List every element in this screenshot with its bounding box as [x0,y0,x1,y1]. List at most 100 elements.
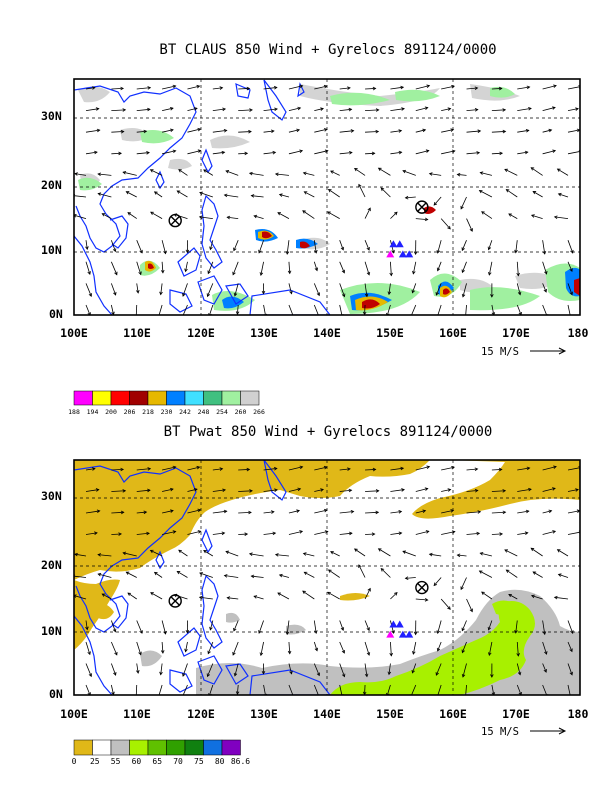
wind-arrow [158,684,163,695]
wind-arrow [479,171,492,176]
wind-arrow [85,663,93,678]
wind-arrow [364,207,371,219]
wind-arrow [233,240,239,252]
wind-arrow [85,261,91,275]
wind-arrow [353,548,366,557]
wind-arrow [365,489,380,493]
wind-arrow [288,465,304,471]
wind-arrow [209,620,214,631]
wind-arrow [339,150,353,155]
lat-label-10n: 10N [41,624,62,638]
wind-arrow [490,283,494,298]
wind-arrow [532,571,543,578]
colorbar-swatch [92,390,112,406]
wind-arrow [441,107,452,111]
wind-arrow [302,171,315,176]
wind-arrow [339,641,346,654]
wind-arrow [415,509,427,514]
wind-arrow [389,641,393,657]
lon-label-170e: 170E [502,326,530,340]
colorbar-swatch [203,390,223,406]
map-frame [73,78,581,316]
wind-arrow [390,150,403,155]
wind-arrow [478,190,493,198]
wind-arrow [327,211,340,219]
wind-arrow [178,169,188,176]
wind-arrow [232,261,239,276]
wind-arrow [390,510,403,514]
triangle-marker-icon [386,630,395,638]
wind-arrow [258,240,264,254]
lon-label-120e: 120E [187,707,215,721]
wind-arrow [479,551,492,557]
wind-arrow [134,684,138,695]
lat-label-10n: 10N [41,243,62,257]
colorbar-label: 260 [235,408,247,416]
gyre-marker-icon [168,213,182,228]
wind-arrow [187,149,202,155]
wind-arrow [288,84,304,90]
wind-arrow [440,598,451,610]
wind-arrow [212,509,228,514]
wind-arrow [402,550,416,557]
wind-arrow [278,573,290,578]
wind-arrow [212,86,224,90]
wind-arrow [436,620,442,635]
wind-arrow [136,151,150,155]
wind-arrow [207,261,214,275]
lat-labels: 30N 20N 10N 0N [41,109,63,321]
cloud-red [148,206,580,309]
wind-arrow [364,641,371,656]
lon-label-110e: 110E [123,707,151,721]
wind-arrow [402,169,416,176]
wind-arrow [85,509,101,514]
wind-arrow [491,129,507,134]
wind-arrow [461,261,467,274]
wind-arrow [223,574,239,578]
colorbar-swatch [110,390,130,406]
wind-arrow [178,549,188,557]
wind-arrow [557,573,569,578]
wind-arrow [285,620,290,636]
wind-arrow [505,189,518,198]
wind-arrow [101,593,112,600]
wind-arrow [153,571,163,578]
wind-arrow [274,553,289,557]
wind-arrow [415,84,431,90]
wind-arrow [412,641,417,655]
lon-label-160e: 160E [439,326,467,340]
wind-arrow [390,531,403,536]
wind-arrow [263,85,278,90]
wind-arrow [364,283,369,298]
wind-arrow [223,193,239,198]
wind-arrow [441,488,452,492]
wind-arrow [85,641,91,656]
wind-arrow [339,531,353,536]
wind-arrow [327,188,340,198]
colorbar-swatch [73,739,93,756]
wind-arrow [97,553,112,557]
wind-arrow [517,487,532,492]
wind-arrow [542,620,547,636]
wind-arrow [364,261,371,276]
wind-arrow [159,663,163,676]
wind-arrow [125,191,137,198]
colorbar-label: 200 [105,408,117,416]
wind-arrow [542,283,547,293]
wind-arrow [258,620,264,634]
wind-arrow [514,240,518,254]
wind-arrow [212,531,226,536]
wind-arrow [387,283,392,296]
wind-arrow [187,127,202,133]
wind-arrow [314,84,328,90]
wind-arrow [464,684,467,695]
wind-arrow [111,532,122,536]
colorbar-label: 75 [194,757,204,766]
wind-arrow [226,596,239,600]
wind-arrow [542,240,547,255]
wind-arrow [110,240,117,253]
wind-arrow [136,86,152,90]
wind-arrow [288,304,295,315]
wind-arrow [487,240,493,251]
